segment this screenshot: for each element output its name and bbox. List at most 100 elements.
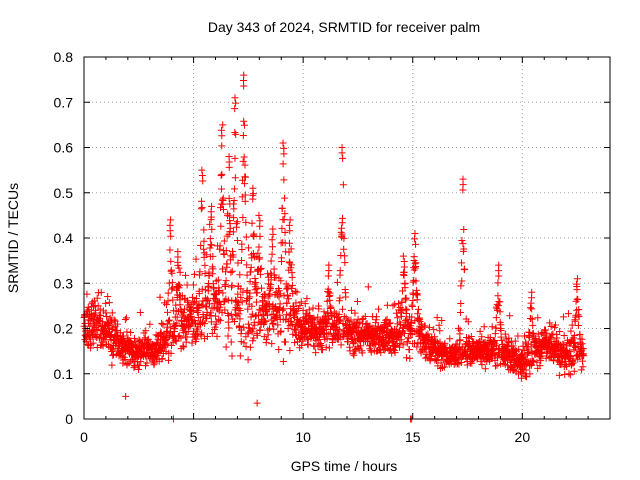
- data-point: [225, 163, 233, 171]
- data-point: [244, 305, 252, 313]
- data-point: [164, 297, 172, 305]
- data-point: [529, 321, 537, 329]
- grid-lines: [84, 57, 610, 419]
- data-point: [571, 332, 579, 340]
- data-point: [299, 306, 307, 314]
- data-point: [283, 285, 291, 293]
- data-point: [405, 346, 413, 354]
- data-point: [383, 315, 391, 323]
- data-point: [156, 293, 164, 301]
- x-tick-label: 15: [405, 429, 421, 445]
- data-point: [392, 325, 400, 333]
- data-point: [560, 331, 568, 339]
- data-point: [256, 265, 264, 273]
- data-point: [528, 315, 536, 323]
- data-point: [198, 166, 206, 174]
- data-point: [202, 251, 210, 259]
- data-point: [285, 311, 293, 319]
- data-point: [202, 302, 210, 310]
- data-point: [401, 284, 409, 292]
- data-point: [197, 205, 205, 213]
- y-tick-label: 0.1: [54, 366, 74, 382]
- data-point: [165, 317, 173, 325]
- data-point: [351, 309, 359, 317]
- data-point: [431, 333, 439, 341]
- data-point: [537, 357, 545, 365]
- data-point: [320, 308, 328, 316]
- y-tick-label: 0.5: [54, 185, 74, 201]
- data-point: [391, 349, 399, 357]
- data-point: [341, 252, 349, 260]
- data-point: [122, 314, 130, 322]
- data-point: [92, 309, 100, 317]
- data-point: [238, 246, 246, 254]
- data-point: [224, 332, 232, 340]
- data-point: [200, 226, 208, 234]
- data-point: [187, 306, 195, 314]
- data-point: [391, 300, 399, 308]
- data-point: [198, 285, 206, 293]
- data-points: [80, 71, 588, 423]
- data-point: [99, 342, 107, 350]
- data-point: [402, 317, 410, 325]
- data-point: [285, 295, 293, 303]
- data-point: [228, 281, 236, 289]
- data-point: [526, 304, 534, 312]
- data-point: [547, 322, 555, 330]
- data-point: [295, 305, 303, 313]
- data-point: [517, 374, 525, 382]
- data-point: [239, 213, 247, 221]
- data-point: [573, 275, 581, 283]
- data-point: [393, 314, 401, 322]
- data-point: [574, 321, 582, 329]
- data-point: [457, 359, 465, 367]
- y-tick-label: 0.6: [54, 140, 74, 156]
- data-point: [219, 206, 227, 214]
- data-point: [430, 326, 438, 334]
- data-point: [318, 346, 326, 354]
- data-point: [216, 317, 224, 325]
- data-point: [511, 337, 519, 345]
- data-point: [285, 239, 293, 247]
- data-point: [478, 333, 486, 341]
- data-point: [89, 303, 97, 311]
- data-point: [305, 306, 313, 314]
- data-point: [233, 218, 241, 226]
- data-point: [528, 294, 536, 302]
- data-point: [167, 216, 175, 224]
- data-point: [372, 313, 380, 321]
- data-point: [243, 271, 251, 279]
- data-point: [288, 261, 296, 269]
- data-point: [574, 296, 582, 304]
- data-point: [546, 353, 554, 361]
- data-point: [276, 300, 284, 308]
- data-point: [244, 356, 252, 364]
- data-point: [182, 338, 190, 346]
- data-point: [280, 150, 288, 158]
- data-point: [278, 204, 286, 212]
- data-point: [251, 275, 259, 283]
- data-point: [339, 154, 347, 162]
- data-point: [215, 307, 223, 315]
- data-point: [534, 330, 542, 338]
- data-point: [249, 195, 257, 203]
- data-point: [497, 327, 505, 335]
- data-point: [403, 306, 411, 314]
- data-point: [310, 314, 318, 322]
- data-point: [341, 259, 349, 267]
- data-point: [241, 161, 249, 169]
- data-point: [236, 271, 244, 279]
- data-point: [120, 337, 128, 345]
- data-point: [234, 259, 242, 267]
- data-point: [231, 105, 239, 113]
- data-point: [231, 154, 239, 162]
- data-point: [336, 267, 344, 275]
- data-point: [218, 132, 226, 140]
- data-point: [264, 331, 272, 339]
- data-point: [338, 230, 346, 238]
- data-point: [385, 320, 393, 328]
- data-point: [336, 294, 344, 302]
- data-point: [175, 264, 183, 272]
- data-point: [219, 121, 227, 129]
